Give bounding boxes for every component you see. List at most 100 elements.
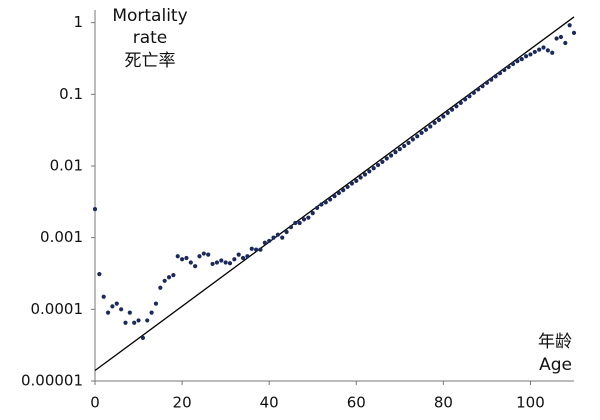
data-point (476, 87, 481, 92)
data-point (445, 110, 450, 116)
data-point (328, 197, 333, 202)
data-point (541, 45, 546, 50)
data-point (201, 251, 206, 256)
data-point (158, 285, 163, 290)
y-axis-label: 死亡率 (125, 51, 176, 71)
data-point (140, 335, 145, 340)
data-point (280, 235, 285, 240)
data-point (423, 127, 429, 132)
y-tick-label: 0.0001 (31, 300, 84, 318)
data-point (393, 150, 398, 155)
data-point (515, 59, 520, 64)
x-tick-label: 20 (173, 394, 192, 412)
data-point (227, 261, 233, 266)
data-point (114, 301, 119, 306)
data-point (463, 97, 468, 102)
data-point (471, 90, 476, 95)
y-tick-label: 0.1 (59, 85, 83, 103)
y-axis-label: Mortality (112, 6, 187, 26)
data-point (358, 175, 363, 180)
x-axis-label: Age (539, 355, 572, 375)
data-point (267, 238, 272, 244)
data-point (441, 114, 446, 119)
data-point (524, 54, 529, 59)
data-point (397, 146, 402, 152)
data-point (271, 235, 276, 240)
data-point (184, 255, 189, 261)
data-point (550, 50, 555, 55)
data-point (188, 260, 193, 265)
data-point (193, 264, 198, 269)
data-point (232, 257, 237, 262)
data-point (480, 84, 485, 89)
data-point (563, 40, 568, 46)
data-point (497, 71, 503, 76)
data-point (484, 80, 490, 85)
data-point (132, 320, 137, 325)
data-point (449, 107, 455, 112)
x-axis-label: 年龄 (538, 332, 572, 352)
data-point (510, 61, 516, 67)
data-point (502, 67, 507, 73)
data-point (554, 36, 559, 41)
data-point (162, 278, 167, 283)
data-point (293, 220, 298, 226)
data-point (319, 202, 324, 207)
data-point (127, 310, 132, 315)
data-point (558, 34, 564, 40)
data-point (179, 257, 185, 262)
data-point (384, 156, 389, 161)
data-point (284, 229, 289, 235)
data-point (432, 120, 437, 125)
y-tick-label: 0.01 (50, 156, 83, 174)
data-point (371, 166, 376, 171)
data-point (110, 304, 115, 309)
data-point (301, 217, 307, 222)
data-point (567, 23, 572, 28)
x-tick-label: 40 (260, 394, 279, 412)
data-point (436, 117, 442, 122)
data-point (149, 310, 154, 315)
data-point (428, 124, 433, 129)
data-point (341, 188, 346, 193)
data-point (219, 258, 224, 263)
data-point (288, 225, 294, 230)
data-point (258, 247, 263, 252)
y-axis-label: rate (133, 28, 168, 48)
data-point (175, 254, 180, 259)
data-point (171, 273, 176, 278)
data-point (528, 52, 533, 57)
y-tick-label: 0.00001 (21, 372, 83, 390)
data-point (336, 190, 341, 196)
data-point (262, 240, 267, 245)
data-point (223, 260, 228, 265)
data-point (145, 318, 150, 323)
data-point (375, 162, 381, 168)
x-tick-label: 100 (516, 394, 545, 412)
x-tick-label: 60 (347, 394, 366, 412)
data-point (389, 153, 394, 158)
data-point (349, 181, 355, 186)
data-point (210, 261, 215, 267)
data-point (454, 104, 459, 109)
data-point (545, 48, 550, 53)
data-point (240, 255, 246, 261)
data-point (166, 275, 172, 280)
data-point (493, 74, 498, 79)
data-point (245, 254, 250, 259)
data-point (354, 178, 359, 183)
data-point (297, 220, 302, 226)
data-point (101, 294, 106, 299)
data-point (136, 318, 141, 323)
data-point (537, 47, 542, 52)
data-point (410, 137, 415, 142)
data-point (310, 211, 315, 216)
data-point (489, 77, 494, 82)
data-point (197, 254, 202, 259)
y-tick-label: 0.001 (40, 228, 83, 246)
data-point (123, 320, 128, 325)
data-point (206, 252, 211, 257)
data-point (153, 301, 159, 306)
data-point (571, 30, 577, 35)
